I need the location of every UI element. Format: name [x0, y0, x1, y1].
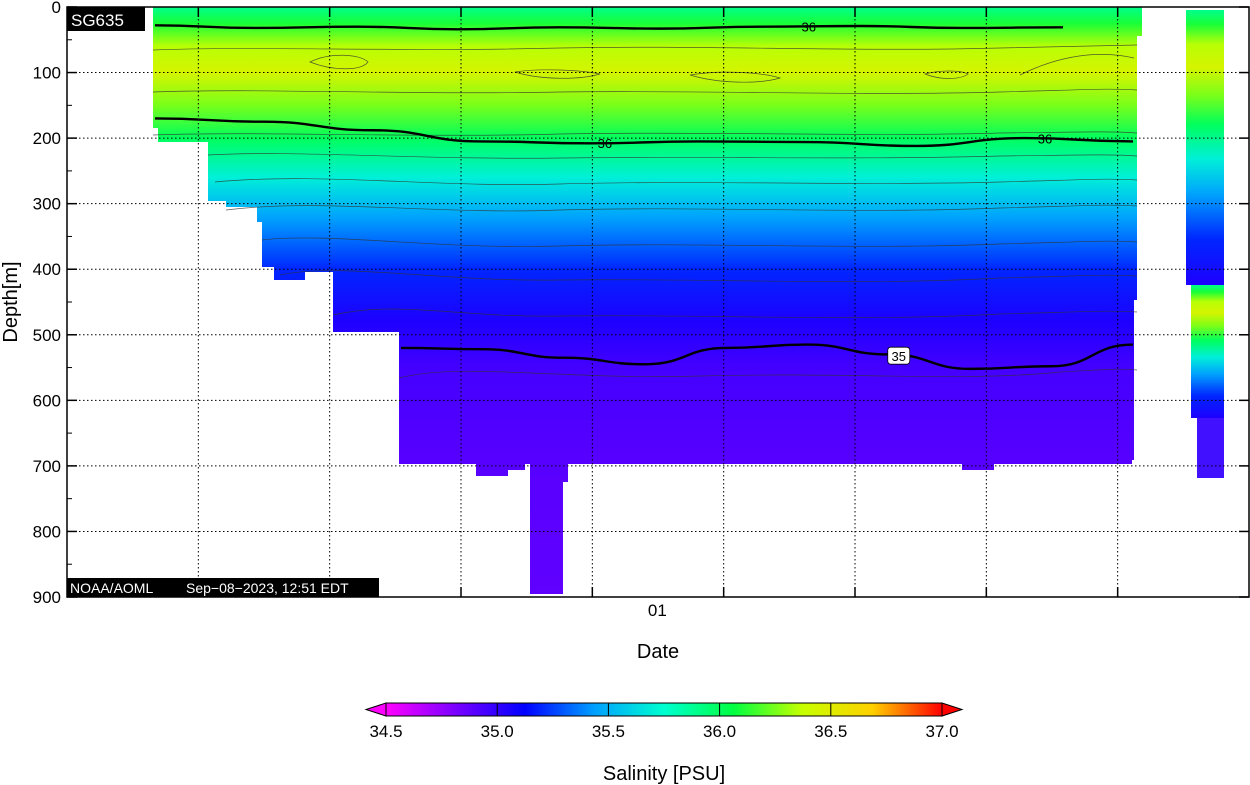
- x-axis-title: Date: [637, 641, 679, 663]
- glider-badge: SG635: [71, 11, 124, 30]
- footer-bg: [67, 578, 379, 597]
- colorbar-tick-label: 35.5: [592, 722, 625, 741]
- colorbar-tick-label: 34.5: [369, 722, 402, 741]
- thin-contours: [152, 44, 1138, 379]
- y-tick-label: 200: [33, 129, 61, 148]
- y-tick-label: 700: [33, 457, 61, 476]
- colorbar-tick-label: 36.5: [814, 722, 847, 741]
- y-tick-label: 400: [33, 260, 61, 279]
- section-coverage: [153, 7, 1142, 594]
- colorbar-tick-label: 35.0: [481, 722, 514, 741]
- right-profile-strip-lower: [1191, 285, 1224, 418]
- y-tick-label: 600: [33, 391, 61, 410]
- contour-label: 36: [1038, 132, 1052, 147]
- major-contours: 36 36 36 35: [154, 19, 1134, 371]
- contour-line-36: [154, 24, 1064, 31]
- glider-badge-bg: [67, 7, 145, 31]
- y-axis-title: Depth[m]: [0, 261, 22, 342]
- grid-lines: [67, 7, 1249, 597]
- colorbar-tick-label: 37.0: [925, 722, 958, 741]
- colorbar-bar: [385, 702, 943, 717]
- y-tick-label: 500: [33, 326, 61, 345]
- right-profile-strip: [1186, 10, 1224, 285]
- contour-line-35: [400, 343, 1134, 371]
- colorbar-tick-label: 36.0: [703, 722, 736, 741]
- colorbar-max-arrow: [941, 702, 964, 717]
- y-tick-label: 300: [33, 195, 61, 214]
- contour-line-36: [154, 117, 1134, 148]
- y-tick-label: 0: [52, 0, 61, 17]
- y-axis: 0 100 200 300 400 500 600 700 800 900: [33, 0, 1249, 607]
- y-tick-label: 100: [33, 64, 61, 83]
- y-tick-label: 800: [33, 522, 61, 541]
- y-tick-label: 900: [33, 588, 61, 607]
- contour-label: 35: [892, 349, 906, 364]
- colorbar-title: Salinity [PSU]: [603, 763, 725, 785]
- colorbar: 34.5 35.0 35.5 36.0 36.5 37.0 Salinity [PSU]: [364, 702, 964, 785]
- contour-label-bg: [887, 346, 911, 365]
- colorbar-min-arrow: [364, 702, 387, 717]
- salinity-field: 36 36 36 35: [152, 7, 1224, 594]
- contour-label: 36: [802, 19, 816, 34]
- x-tick-label: 01: [648, 601, 667, 620]
- right-profile-strip-bottom: [1197, 418, 1224, 478]
- contour-label: 36: [598, 136, 612, 151]
- footer-timestamp: Sep−08−2023, 12:51 EDT: [186, 580, 349, 596]
- footer-credit: NOAA/AOML: [70, 580, 153, 596]
